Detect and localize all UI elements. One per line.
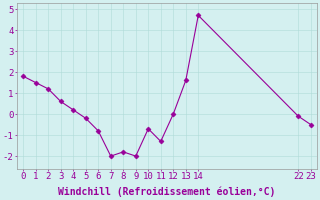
X-axis label: Windchill (Refroidissement éolien,°C): Windchill (Refroidissement éolien,°C): [58, 187, 276, 197]
